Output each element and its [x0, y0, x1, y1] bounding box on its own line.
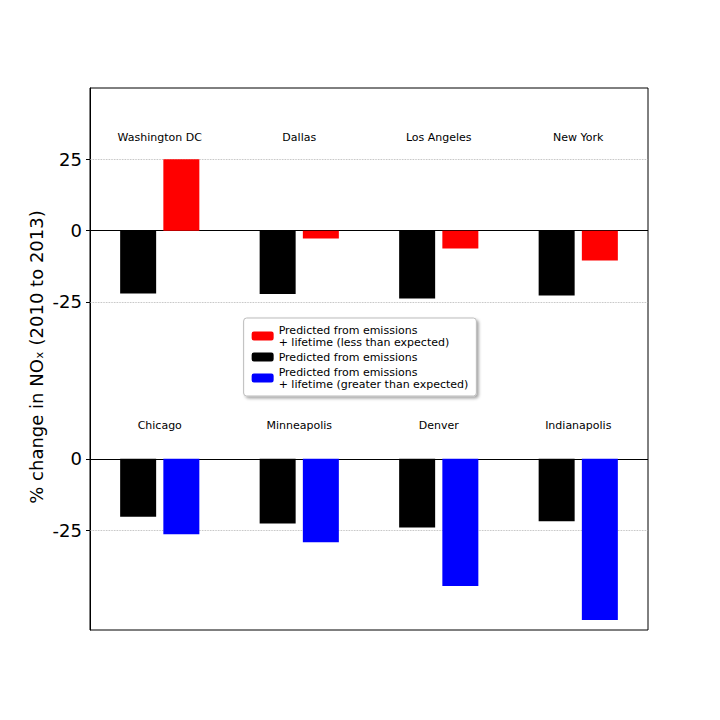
svg-text:Predicted from emissions: Predicted from emissions	[278, 365, 418, 379]
svg-text:% change in NOₓ (2010 to 2013): % change in NOₓ (2010 to 2013)	[26, 210, 47, 503]
svg-text:Denver: Denver	[419, 419, 459, 432]
svg-text:Predicted from emissions: Predicted from emissions	[278, 323, 418, 337]
svg-text:-25: -25	[53, 520, 82, 541]
svg-text:Predicted from emissions: Predicted from emissions	[279, 351, 418, 364]
svg-text:Washington DC: Washington DC	[118, 131, 203, 144]
svg-text:0: 0	[71, 448, 82, 469]
svg-text:25: 25	[59, 149, 82, 170]
svg-text:0: 0	[71, 220, 82, 241]
svg-text:Minneapolis: Minneapolis	[266, 419, 332, 432]
svg-text:+ lifetime (greater than expec: + lifetime (greater than expected)	[279, 378, 469, 391]
svg-text:Dallas: Dallas	[282, 131, 316, 144]
svg-text:Indianapolis: Indianapolis	[545, 419, 612, 432]
svg-text:+ lifetime (less than expected: + lifetime (less than expected)	[279, 336, 450, 349]
svg-text:-25: -25	[53, 291, 82, 312]
svg-text:Chicago: Chicago	[138, 419, 182, 432]
svg-text:Los Angeles: Los Angeles	[406, 131, 472, 144]
svg-text:New York: New York	[553, 131, 604, 144]
